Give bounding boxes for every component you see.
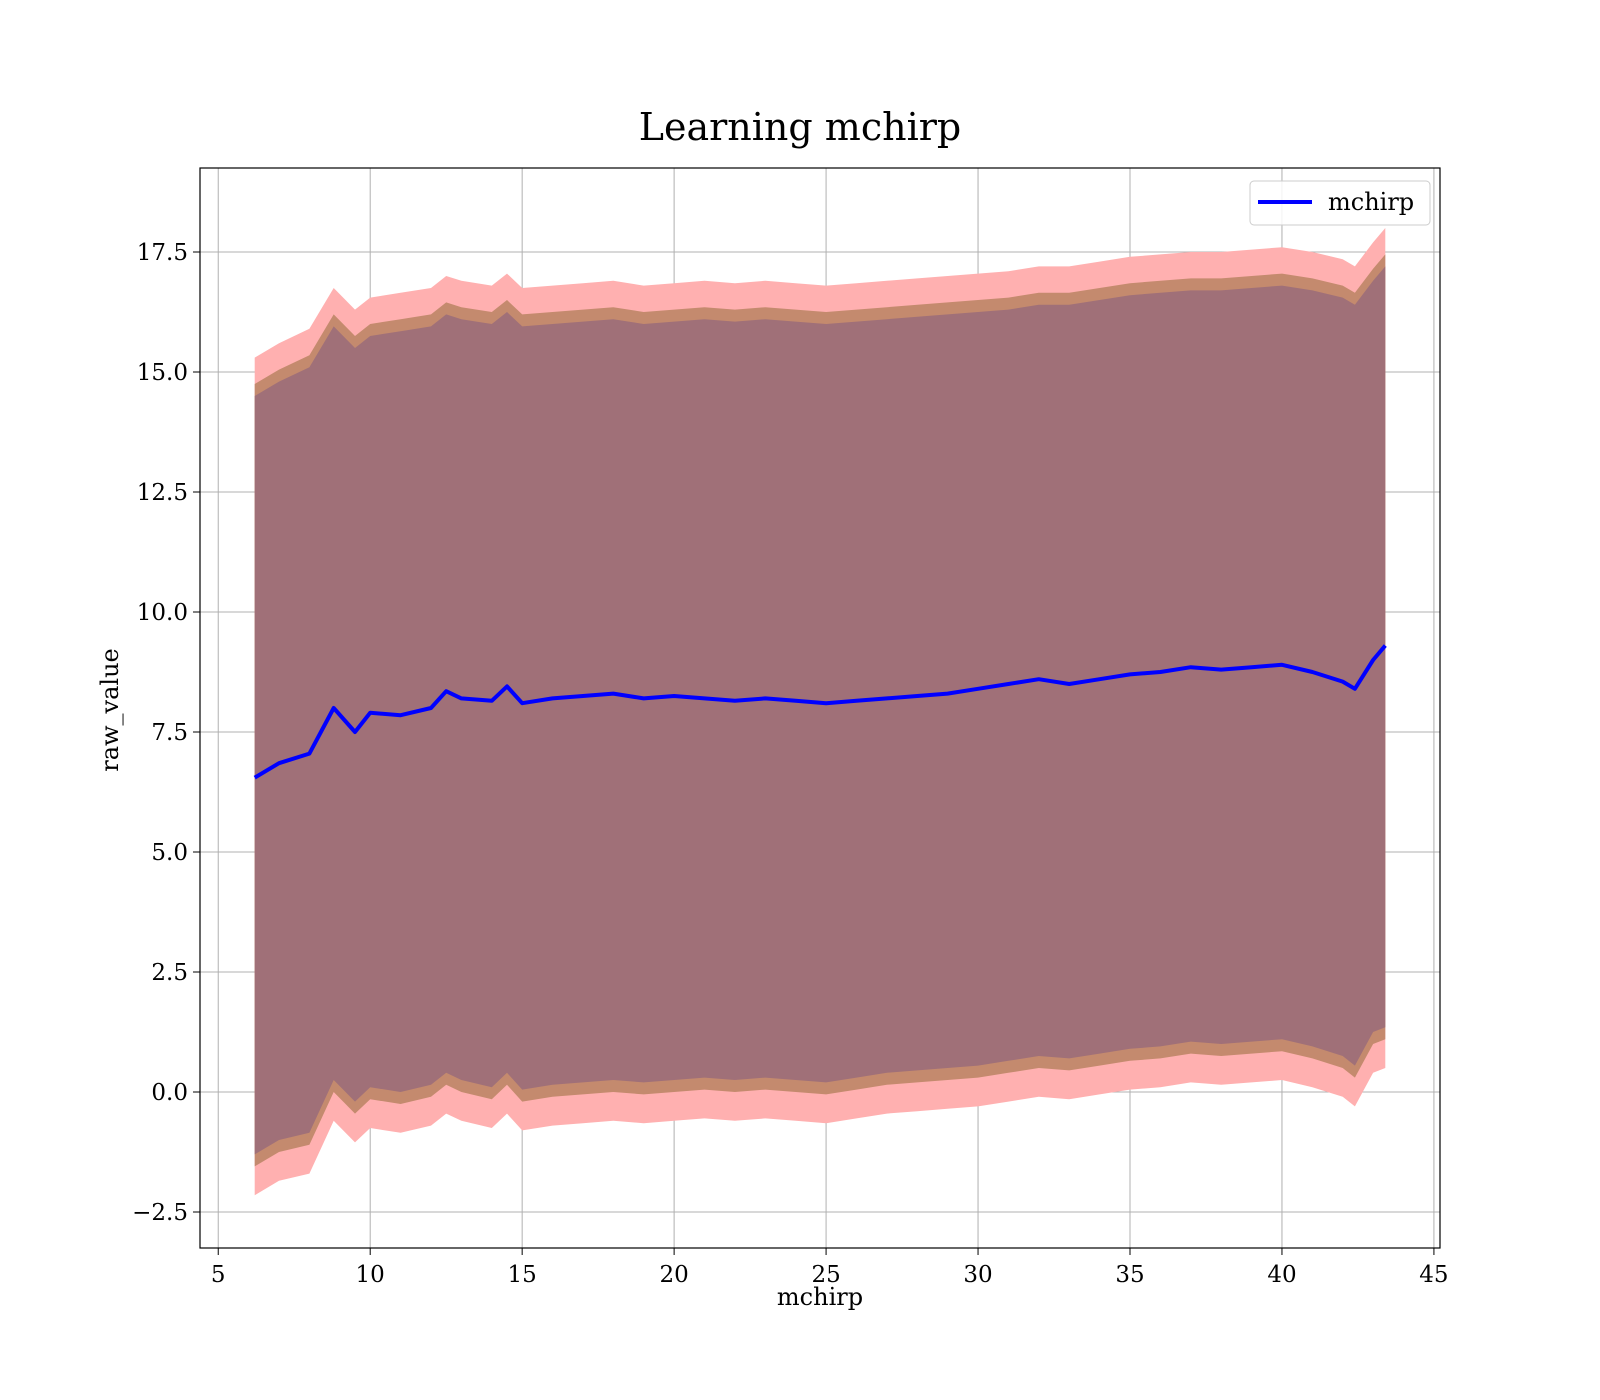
series-line-mchirp (253, 644, 1387, 780)
legend: mchirp (1249, 180, 1431, 226)
x-tick-label-0: 5 (211, 1262, 226, 1288)
chart-title: Learning mchirp (639, 105, 961, 149)
legend-label-mchirp: mchirp (1328, 188, 1414, 216)
x-tick-label-8: 45 (1419, 1262, 1448, 1288)
x-axis: 5 10 15 20 25 30 35 40 45 (211, 1248, 1449, 1288)
x-tick-label-1: 10 (356, 1262, 385, 1288)
legend-box (1249, 180, 1431, 226)
y-tick-label-3: 5.0 (151, 840, 188, 866)
y-tick-label-4: 7.5 (151, 720, 188, 746)
y-axis: −2.5 0.0 2.5 5.0 7.5 10.0 12.5 15.0 17.5 (132, 240, 200, 1226)
confidence-bands (254, 228, 1386, 1196)
y-tick-label-2: 2.5 (151, 960, 188, 986)
y-tick-label-8: 17.5 (137, 240, 188, 266)
y-tick-label-6: 12.5 (137, 480, 188, 506)
series-layer (253, 644, 1387, 780)
y-axis-label: raw_value (96, 648, 124, 772)
x-tick-label-4: 25 (811, 1262, 840, 1288)
y-tick-label-7: 15.0 (137, 360, 188, 386)
x-tick-label-5: 30 (963, 1262, 992, 1288)
y-tick-label-0: −2.5 (132, 1200, 188, 1226)
plot-frame (199, 167, 1441, 1249)
x-tick-label-6: 35 (1115, 1262, 1144, 1288)
y-tick-label-5: 10.0 (137, 600, 188, 626)
x-tick-label-7: 40 (1267, 1262, 1296, 1288)
band-inner (254, 266, 1386, 1155)
x-axis-label: mchirp (777, 1283, 863, 1311)
y-tick-label-1: 0.0 (151, 1080, 188, 1106)
x-tick-label-2: 15 (508, 1262, 537, 1288)
x-tick-label-3: 20 (659, 1262, 688, 1288)
